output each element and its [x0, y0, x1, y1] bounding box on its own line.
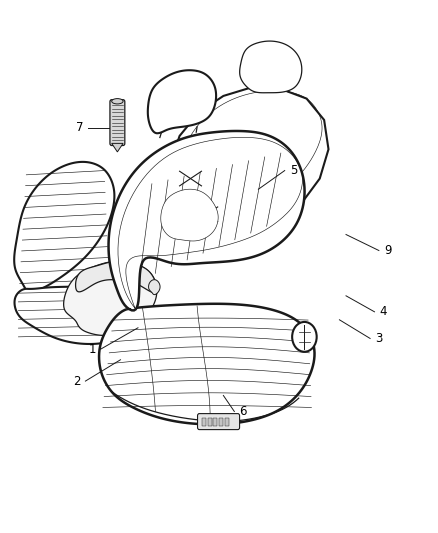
Polygon shape: [118, 249, 142, 272]
Text: 4: 4: [379, 305, 387, 318]
Ellipse shape: [112, 99, 123, 104]
Text: 9: 9: [384, 244, 392, 257]
FancyBboxPatch shape: [198, 414, 240, 430]
Bar: [202, 418, 206, 426]
Text: 3: 3: [375, 332, 382, 345]
Polygon shape: [14, 162, 114, 293]
Text: 1: 1: [88, 343, 96, 356]
Polygon shape: [14, 287, 145, 344]
Text: 7: 7: [76, 122, 84, 134]
Polygon shape: [148, 280, 160, 295]
Polygon shape: [240, 41, 302, 93]
Polygon shape: [76, 261, 157, 293]
Polygon shape: [64, 261, 157, 335]
Polygon shape: [109, 131, 304, 310]
Bar: [219, 418, 223, 426]
Text: 6: 6: [239, 405, 247, 418]
Polygon shape: [162, 88, 328, 251]
Polygon shape: [161, 189, 218, 241]
Circle shape: [292, 322, 317, 352]
Bar: [225, 418, 229, 426]
Bar: [213, 418, 217, 426]
Polygon shape: [148, 70, 216, 133]
Polygon shape: [112, 143, 123, 152]
Text: 2: 2: [73, 375, 81, 387]
Polygon shape: [99, 304, 314, 424]
FancyBboxPatch shape: [110, 100, 125, 146]
Bar: [208, 418, 212, 426]
Text: 5: 5: [290, 164, 297, 177]
